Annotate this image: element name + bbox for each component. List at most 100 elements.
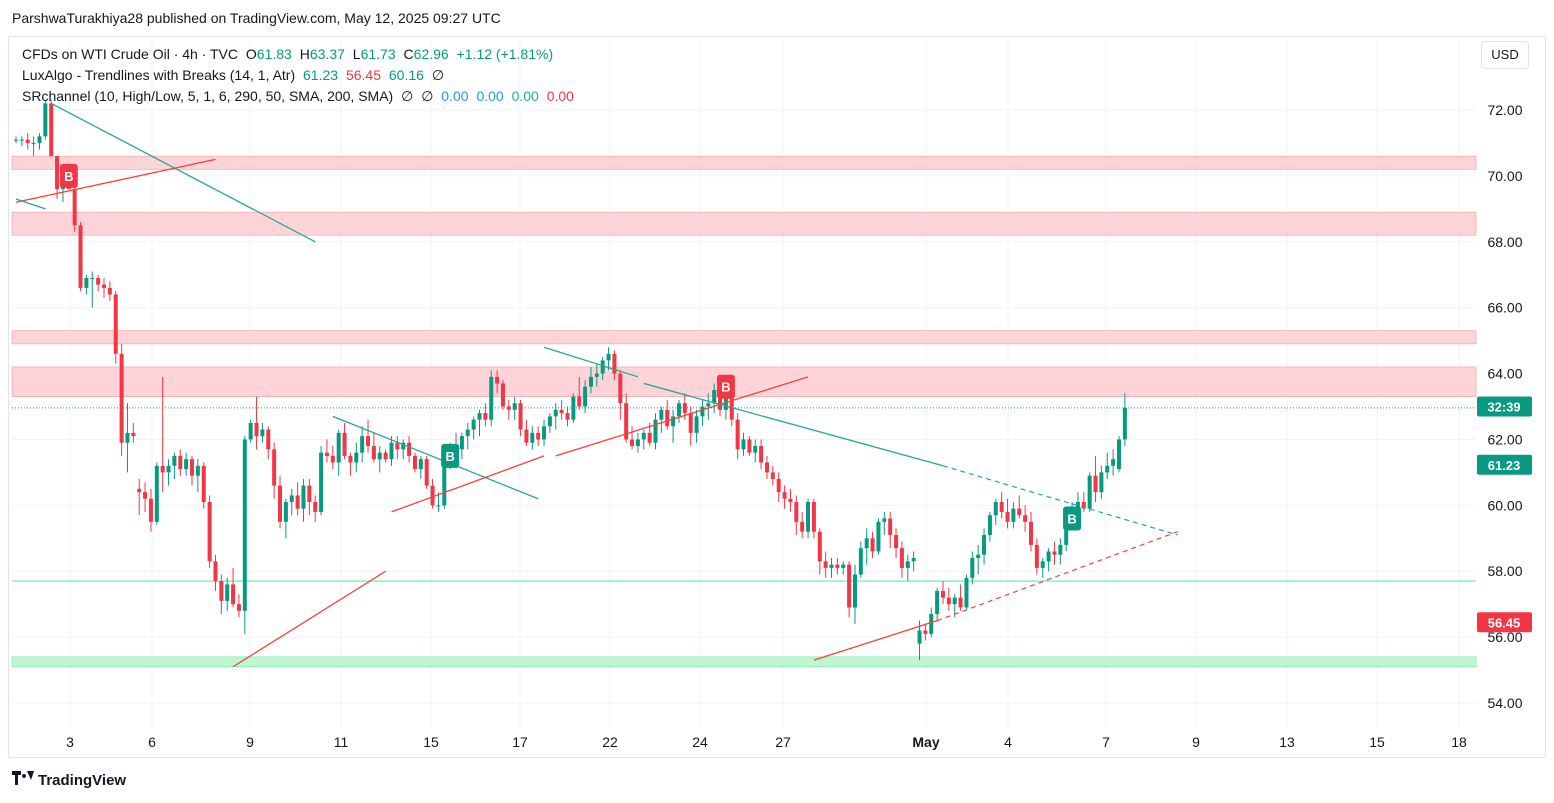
candle [55,156,60,199]
candle [917,620,922,661]
candle [993,498,998,526]
candle [524,419,529,447]
candle-body [894,534,899,549]
x-tick-label: 3 [66,734,74,750]
time-axis: 3 6 9 11 15 17 22 24 27 May 4 7 9 13 15 18 [66,734,1467,750]
candle-body [759,446,764,463]
price-axis-label: 61.23 [1477,454,1532,475]
candle-body [401,442,406,450]
candle-body [976,554,981,559]
ohlc-open: O61.83 [246,46,292,62]
candle [266,426,271,460]
candle-body [366,436,371,447]
candle-body [1064,518,1069,545]
candle-body [735,419,740,450]
candle [342,422,347,460]
candle-body [489,376,494,420]
candle-body [201,465,206,503]
legend-symbol-row[interactable]: CFDs on WTI Crude Oil · 4h · TVC O61.83 … [22,44,578,65]
candle [107,281,112,302]
candle-body [1052,551,1057,555]
candle-body [518,403,523,430]
candle [78,222,83,292]
candle [495,370,500,394]
candle [418,455,423,479]
chart-legend: CFDs on WTI Crude Oil · 4h · TVC O61.83 … [22,44,578,107]
candle [583,380,588,414]
low-label: L [352,46,361,62]
candle-body [594,373,599,377]
symbol-name[interactable]: CFDs on WTI Crude Oil · 4h · TVC [22,46,239,62]
candle [577,376,582,410]
x-tick-label: 9 [1192,734,1200,750]
candle-body [835,564,840,568]
candle [588,366,593,394]
trendline [543,346,639,378]
signal-badge [1063,506,1082,531]
candle [747,436,752,456]
candle-body [371,446,376,460]
legend-indicator-2[interactable]: SRchannel (10, High/Low, 5, 1, 6, 290, 5… [22,86,578,107]
indicator-1-value-1: 61.23 [303,67,339,83]
candle [764,455,769,479]
candle-body [231,584,236,605]
trendline [15,158,216,203]
currency-button[interactable]: USD [1481,41,1529,69]
candle [671,409,676,443]
candle-body [342,432,347,456]
trendline [15,198,46,210]
chart-frame[interactable] [8,36,1546,758]
resistance-zone [11,155,1477,170]
candle-body [612,353,617,374]
indicator-2-name[interactable]: SRchannel (10, High/Low, 5, 1, 6, 290, 5… [22,88,394,104]
tradingview-logo[interactable]: TradingView [12,771,126,790]
trendline-extension [936,531,1178,622]
open-value: 61.83 [256,46,292,62]
y-tick-label: 66.00 [1487,300,1522,316]
candle-body [571,396,576,420]
candle-body [700,406,705,417]
candle [131,422,136,443]
candle [641,429,646,450]
candle [600,357,605,381]
x-tick-label: 7 [1102,734,1110,750]
candle-body [876,521,881,552]
indicator-1-name[interactable]: LuxAlgo - Trendlines with Breaks (14, 1,… [22,67,296,83]
candle [102,278,107,298]
candle [49,100,54,157]
candle-body [1105,465,1110,473]
candle-body [137,488,142,493]
candle-body [665,409,670,427]
candle [553,403,558,430]
candle [970,551,975,585]
legend-indicator-1[interactable]: LuxAlgo - Trendlines with Breaks (14, 1,… [22,65,578,86]
candle-body [847,564,852,608]
indicator-2-value-1: ∅ [401,88,414,104]
candle-body [583,386,588,407]
candle [571,393,576,423]
candle [231,567,236,608]
indicator-2-value-5: 0.00 [511,88,539,104]
candle [946,587,951,611]
signal-label: B [721,380,730,395]
candle-body [993,502,998,516]
candle-body [1017,508,1022,516]
price-label-box [1477,612,1532,633]
candle [864,528,869,565]
candle-body [442,462,447,506]
candle [272,442,277,499]
candle [395,436,400,460]
candle [852,564,857,624]
candle-body [1011,508,1016,522]
candle [25,133,30,150]
candle [401,439,406,460]
candle [113,291,118,364]
signal-label: B [64,169,73,184]
candle-body [929,614,934,634]
candle-body [424,459,429,486]
candle-body [354,452,359,463]
candle [166,459,171,486]
change-value: +1.12 (+1.81%) [456,46,554,62]
x-tick-label: 27 [775,734,791,750]
